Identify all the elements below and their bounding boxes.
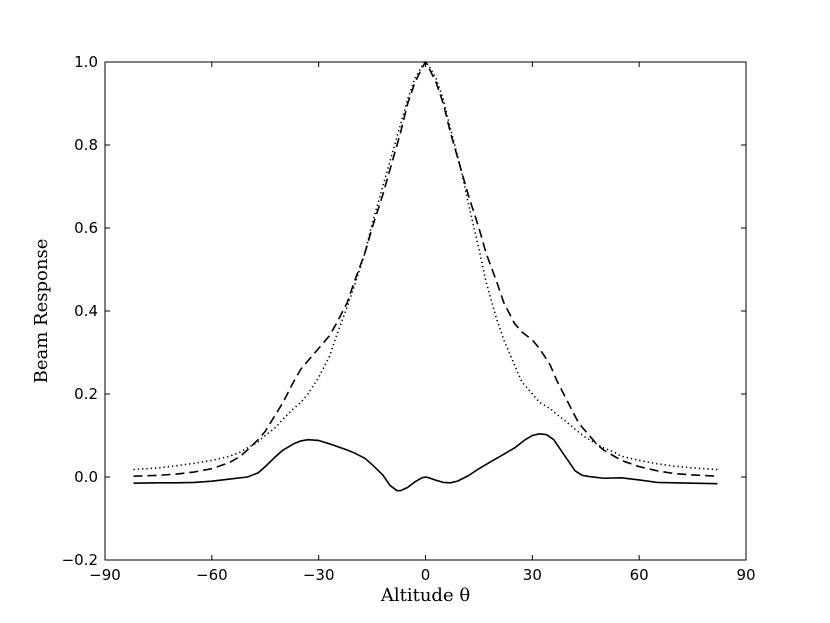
y-tick-label: 1.0 — [74, 53, 98, 71]
series-line-solid — [133, 433, 718, 492]
x-tick-label: 0 — [421, 566, 431, 584]
series-layer — [133, 61, 718, 492]
y-tick-label: −0.2 — [62, 551, 98, 569]
series-line-dotted — [133, 61, 718, 471]
x-tick-label: −60 — [196, 566, 228, 584]
y-tick-label: 0.2 — [74, 385, 98, 403]
y-tick-label: 0.0 — [74, 468, 98, 486]
ticks-layer: −90 −60 −30 0 30 60 90 −0.2 0.0 0.2 0.4 0.6 0.8 1.0 — [62, 53, 756, 584]
x-tick-label: 30 — [523, 566, 542, 584]
y-tick-label: 0.8 — [74, 136, 98, 154]
x-tick-label: −90 — [89, 566, 121, 584]
plot-frame — [104, 61, 747, 561]
y-tick-label: 0.6 — [74, 219, 98, 237]
x-tick-label: 90 — [736, 566, 755, 584]
x-tick-label: 60 — [630, 566, 649, 584]
x-tick-label: −30 — [303, 566, 335, 584]
y-tick-label: 0.4 — [74, 302, 98, 320]
series-line-dashed — [133, 61, 718, 477]
x-axis-label: Altitude θ — [380, 585, 470, 606]
y-axis-label: Beam Response — [31, 239, 52, 384]
